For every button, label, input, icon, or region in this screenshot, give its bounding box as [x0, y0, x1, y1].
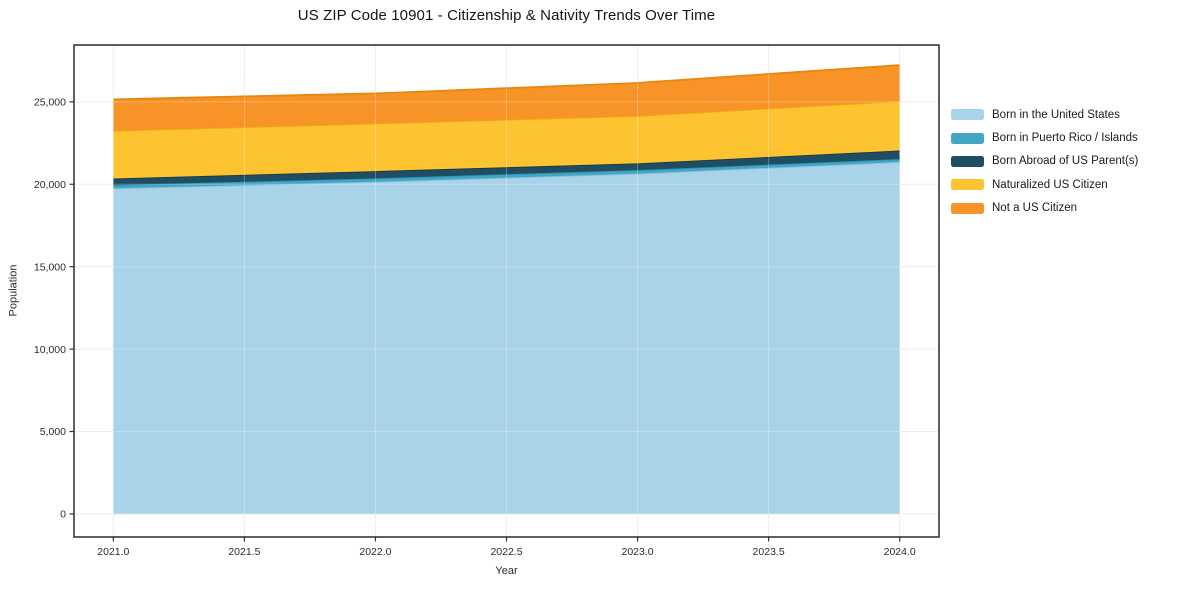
legend-label: Not a US Citizen: [992, 202, 1078, 215]
legend-item: Naturalized US Citizen: [951, 173, 1138, 196]
area-born-in-the-united-states: [113, 162, 900, 514]
legend: Born in the United States Born in Puerto …: [951, 103, 1138, 220]
legend-item: Born in Puerto Rico / Islands: [951, 126, 1138, 149]
legend-label: Born in the United States: [992, 108, 1120, 121]
x-tick-label: 2023.0: [621, 546, 653, 558]
plot-border: [73, 44, 940, 538]
y-tick-label: 0: [60, 509, 66, 521]
x-tick-label: 2021.5: [228, 546, 260, 558]
legend-item: Born Abroad of US Parent(s): [951, 150, 1138, 173]
x-axis-title: Year: [495, 565, 518, 577]
legend-item: Born in the United States: [951, 103, 1138, 126]
legend-swatch: [951, 202, 984, 214]
y-axis-title: Population: [7, 264, 20, 317]
x-tick-label: 2024.0: [884, 546, 916, 558]
x-tick-label: 2022.0: [359, 546, 391, 558]
y-tick-label: 5,000: [40, 426, 66, 438]
x-tick-label: 2023.5: [753, 546, 785, 558]
area-top-line: [113, 64, 900, 101]
legend-item: Not a US Citizen: [951, 197, 1138, 220]
legend-label: Naturalized US Citizen: [992, 178, 1108, 191]
y-tick-label: 20,000: [34, 179, 66, 191]
legend-label: Born Abroad of US Parent(s): [992, 155, 1139, 168]
legend-swatch: [951, 179, 984, 191]
y-tick-label: 10,000: [34, 344, 66, 356]
area-naturalized-us-citizen: [113, 101, 900, 179]
area-not-a-us-citizen: [113, 65, 900, 131]
legend-swatch: [951, 155, 984, 167]
x-tick-label: 2021.0: [97, 546, 129, 558]
legend-swatch: [951, 132, 984, 144]
x-tick-label: 2022.5: [490, 546, 522, 558]
y-tick-label: 15,000: [34, 261, 66, 273]
legend-swatch: [951, 109, 984, 121]
legend-label: Born in Puerto Rico / Islands: [992, 132, 1138, 145]
y-tick-label: 25,000: [34, 97, 66, 109]
chart-title: US ZIP Code 10901 - Citizenship & Nativi…: [297, 7, 716, 24]
area-born-in-puerto-rico-islands: [113, 159, 900, 189]
